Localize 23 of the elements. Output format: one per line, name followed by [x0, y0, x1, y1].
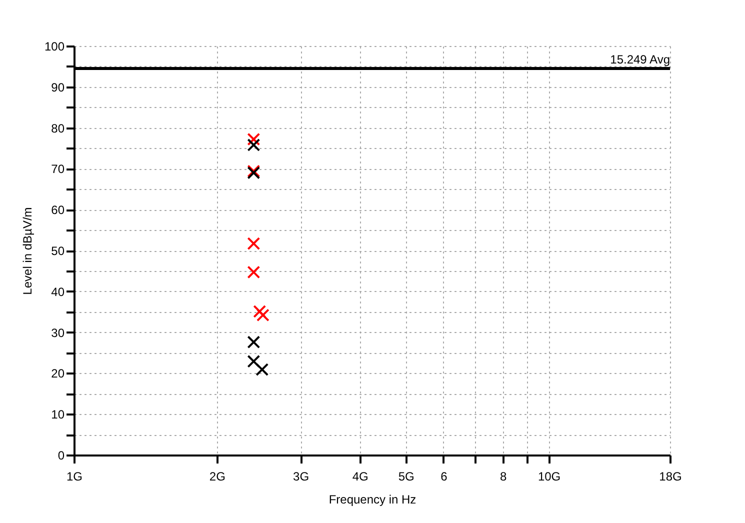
y-tick-label: 70	[51, 162, 65, 176]
x-axis-title: Frequency in Hz	[328, 492, 416, 506]
y-tick-label: 60	[51, 203, 65, 218]
x-tick-label: 6	[440, 470, 448, 484]
x-tick-label: 3G	[293, 470, 310, 484]
ref-line-label: 15.249 Avg	[610, 52, 670, 66]
x-tick-label: 4G	[352, 470, 368, 484]
y-tick-label: 0	[58, 448, 65, 462]
y-tick-label: 90	[51, 80, 65, 94]
y-tick-label: 100	[44, 40, 65, 54]
x-tick-label: 5G	[398, 470, 414, 484]
y-tick-label: 80	[51, 121, 65, 136]
x-tick-label: 1G	[66, 470, 83, 484]
y-tick-label: 20	[51, 366, 65, 381]
y-axis-title: Level in dBµV/m	[20, 207, 34, 295]
y-tick-label: 50	[51, 244, 65, 258]
x-tick-label: 18G	[659, 470, 682, 484]
y-tick-label: 10	[51, 408, 65, 422]
x-tick-label: 10G	[538, 470, 561, 484]
y-tick-label: 30	[51, 326, 65, 340]
x-tick-label: 2G	[209, 470, 226, 484]
y-tick-label: 40	[51, 284, 65, 299]
x-tick-label: 8	[500, 470, 507, 484]
